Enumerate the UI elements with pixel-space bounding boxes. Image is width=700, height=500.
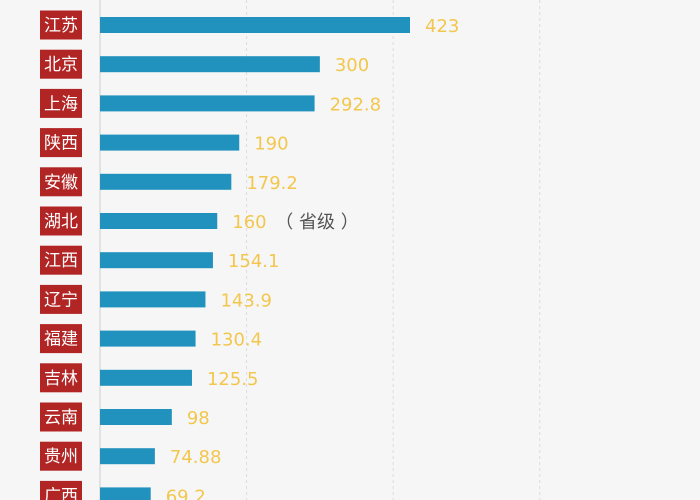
bar: [100, 56, 320, 73]
category-label-bg: [40, 206, 82, 236]
chart-row: 福建 130.4: [40, 324, 263, 354]
data-label: 98: [187, 408, 210, 429]
chart-row: 辽宁 143.9: [40, 284, 272, 314]
category-label: 上海: [44, 94, 78, 114]
bar: [100, 409, 172, 425]
category-label-bg: [40, 10, 82, 40]
bar: [100, 330, 196, 347]
data-label: 125.5: [207, 369, 259, 390]
chart-row: 贵州 74.88: [40, 441, 222, 471]
data-label: 292.8: [330, 94, 382, 115]
category-label-bg: [40, 441, 82, 471]
category-label: 陕西: [44, 134, 78, 154]
category-label-bg: [40, 128, 82, 158]
chart-row: 上海 292.8: [40, 88, 382, 118]
category-label: 湖北: [44, 212, 78, 232]
category-label: 贵州: [44, 447, 78, 467]
bar: [100, 213, 218, 229]
category-label: 吉林: [44, 369, 78, 389]
chart-row: 吉林 125.5: [40, 363, 259, 393]
bar: [100, 252, 213, 269]
annotation: （ 省级 ）: [275, 212, 358, 233]
bar: [100, 369, 192, 386]
chart-row: 江苏 423: [40, 10, 459, 40]
category-label-bg: [40, 49, 82, 79]
chart-row: 安徽 179.2: [40, 167, 298, 197]
data-label: 179.2: [246, 173, 298, 194]
category-label-bg: [40, 88, 82, 118]
chart-row: 陕西 190: [40, 128, 289, 158]
chart-rows: 江苏 423 北京 300 上海 292.8 陕西 190 安徽 179.2 湖北 160 （ 省级 ）…: [40, 10, 459, 500]
category-label: 江西: [44, 251, 78, 271]
bar: [100, 448, 155, 465]
data-label: 143.9: [220, 290, 272, 311]
chart-row: 广西 69.2: [40, 480, 206, 500]
category-label-bg: [40, 284, 82, 314]
data-label: 190: [254, 134, 288, 155]
category-label: 安徽: [44, 173, 78, 193]
chart-row: 江西 154.1: [40, 245, 280, 275]
bar: [100, 95, 315, 112]
data-label: 74.88: [170, 447, 222, 468]
bar: [100, 173, 232, 190]
chart-row: 云南 98: [40, 402, 210, 432]
data-label: 130.4: [211, 330, 263, 351]
category-label-bg: [40, 363, 82, 393]
category-label: 福建: [44, 330, 78, 350]
chart-row: 北京 300: [40, 49, 369, 79]
bar: [100, 17, 410, 33]
bar: [100, 291, 206, 308]
data-label: 154.1: [228, 251, 280, 272]
bar: [100, 487, 151, 500]
category-label: 云南: [44, 408, 78, 428]
category-label: 北京: [44, 55, 78, 75]
chart-row: 湖北 160 （ 省级 ）: [40, 206, 359, 236]
category-label-bg: [40, 402, 82, 432]
data-label: 423: [425, 16, 459, 37]
bar: [100, 134, 240, 151]
data-label: 160: [232, 212, 266, 233]
category-label-bg: [40, 167, 82, 197]
category-label: 广西: [44, 486, 78, 500]
category-label: 江苏: [44, 16, 78, 36]
category-label-bg: [40, 324, 82, 354]
data-label: 69.2: [166, 486, 206, 500]
category-label: 辽宁: [44, 290, 78, 310]
data-label: 300: [335, 55, 369, 76]
category-label-bg: [40, 480, 82, 500]
category-label-bg: [40, 245, 82, 275]
